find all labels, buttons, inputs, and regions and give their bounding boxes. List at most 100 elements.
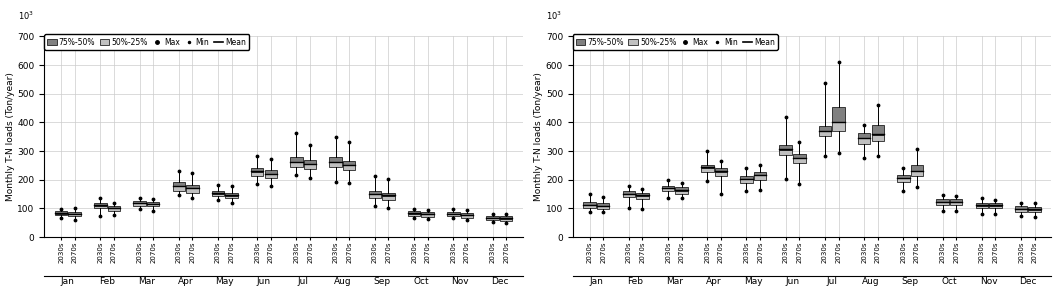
Bar — [172, 186, 185, 191]
Bar — [911, 165, 923, 171]
Bar — [55, 214, 68, 215]
Bar — [858, 133, 870, 138]
Bar — [344, 161, 355, 165]
Bar — [701, 165, 713, 168]
Bar — [383, 193, 394, 195]
Bar — [291, 157, 302, 162]
Bar — [740, 176, 753, 179]
Bar — [701, 168, 713, 172]
Bar — [422, 215, 434, 217]
Bar — [186, 188, 199, 193]
Bar — [133, 201, 146, 203]
Bar — [133, 203, 146, 206]
Bar — [447, 214, 460, 216]
Bar — [1015, 209, 1027, 212]
Bar — [486, 218, 499, 220]
Bar — [793, 154, 805, 158]
Bar — [1015, 206, 1027, 209]
Legend: 75%-50%, 50%-25%, Max, Min, Mean: 75%-50%, 50%-25%, Max, Min, Mean — [573, 34, 778, 50]
Bar — [583, 202, 596, 205]
Bar — [225, 195, 238, 199]
Bar — [344, 165, 355, 170]
Bar — [675, 187, 688, 191]
Bar — [623, 194, 635, 197]
Bar — [832, 107, 845, 123]
Bar — [147, 204, 160, 206]
Bar — [675, 191, 688, 194]
Bar — [251, 172, 263, 176]
Bar — [976, 203, 988, 206]
Bar — [251, 168, 263, 172]
Bar — [330, 162, 341, 167]
Bar — [976, 206, 988, 209]
Bar — [500, 219, 513, 221]
Text: $10^3$: $10^3$ — [546, 10, 562, 22]
Bar — [989, 203, 1002, 206]
Bar — [94, 206, 107, 208]
Bar — [69, 212, 81, 214]
Bar — [937, 199, 949, 202]
Bar — [897, 178, 910, 182]
Bar — [597, 203, 610, 206]
Bar — [1028, 207, 1041, 209]
Bar — [55, 211, 68, 214]
Bar — [793, 158, 805, 163]
Bar — [369, 191, 382, 194]
Bar — [754, 172, 766, 175]
Bar — [819, 126, 831, 131]
Bar — [911, 171, 923, 176]
Bar — [500, 216, 513, 219]
Legend: 75%-50%, 50%-25%, Max, Min, Mean: 75%-50%, 50%-25%, Max, Min, Mean — [44, 34, 249, 50]
Bar — [858, 138, 870, 144]
Bar — [819, 131, 831, 136]
Bar — [754, 175, 766, 180]
Bar — [636, 195, 649, 199]
Bar — [636, 193, 649, 195]
Bar — [937, 202, 949, 205]
Bar — [715, 168, 727, 172]
Bar — [94, 203, 107, 206]
Bar — [408, 211, 421, 214]
Bar — [330, 157, 341, 162]
Bar — [108, 206, 120, 209]
Bar — [447, 212, 460, 214]
Y-axis label: Monthly T-N loads (Ton/year): Monthly T-N loads (Ton/year) — [5, 72, 15, 201]
Bar — [989, 206, 1002, 209]
Bar — [1028, 209, 1041, 212]
Bar — [779, 145, 792, 150]
Bar — [422, 212, 434, 215]
Bar — [623, 191, 635, 194]
Bar — [715, 172, 727, 176]
Bar — [662, 188, 674, 191]
Bar — [408, 214, 421, 216]
Bar — [832, 123, 845, 131]
Bar — [211, 191, 224, 194]
Bar — [950, 199, 963, 202]
Text: $10^3$: $10^3$ — [18, 10, 34, 22]
Bar — [291, 162, 302, 167]
Bar — [486, 216, 499, 218]
Bar — [897, 174, 910, 178]
Bar — [779, 150, 792, 154]
Bar — [147, 202, 160, 204]
Bar — [225, 193, 238, 195]
Bar — [583, 205, 596, 208]
Bar — [461, 213, 474, 215]
Bar — [186, 185, 199, 188]
Bar — [172, 182, 185, 186]
Bar — [597, 206, 610, 209]
Bar — [872, 125, 884, 134]
Bar — [211, 194, 224, 196]
Bar — [264, 170, 277, 174]
Bar — [108, 209, 120, 211]
Y-axis label: Monthly T-N loads (Ton/year): Monthly T-N loads (Ton/year) — [534, 72, 543, 201]
Bar — [740, 179, 753, 183]
Bar — [383, 195, 394, 200]
Bar — [461, 215, 474, 218]
Bar — [303, 164, 316, 169]
Bar — [662, 185, 674, 188]
Bar — [69, 214, 81, 216]
Bar — [872, 134, 884, 141]
Bar — [369, 194, 382, 199]
Bar — [264, 174, 277, 178]
